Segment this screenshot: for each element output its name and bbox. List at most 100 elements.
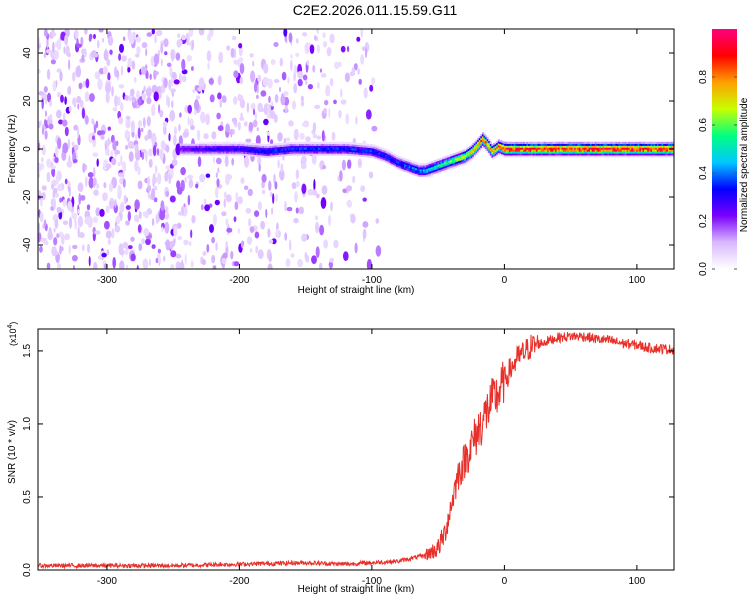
heatmap-cell (262, 145, 265, 148)
heatmap-cell (56, 109, 62, 119)
heatmap-cell (202, 143, 205, 146)
heatmap-cell (295, 151, 298, 154)
heatmap-cell (120, 201, 125, 213)
heatmap-cell (626, 143, 629, 146)
heatmap-cell (501, 140, 504, 143)
heatmap-cell (575, 141, 578, 144)
heatmap-cell (324, 149, 327, 152)
heatmap-cell (311, 153, 314, 156)
heatmap-cell (50, 165, 56, 170)
heatmap-cell (475, 151, 478, 154)
heatmap-cell (617, 141, 620, 144)
heatmap-cell (41, 185, 47, 191)
heatmap-cell (604, 149, 607, 152)
heatmap-cell (462, 161, 465, 164)
heatmap-cell (291, 143, 294, 146)
heatmap-cell (333, 99, 337, 105)
heatmap-cell (158, 104, 161, 114)
heatmap-cell (590, 147, 593, 150)
heatmap-cell (117, 184, 122, 196)
heatmap-cell (645, 145, 648, 148)
heatmap-cell (357, 144, 361, 147)
heatmap-cell (301, 95, 304, 102)
heatmap-cell (526, 151, 529, 154)
heatmap-cell (502, 154, 505, 157)
heatmap-cell (437, 162, 440, 165)
heatmap-cell (570, 141, 574, 144)
heatmap-cell (64, 34, 69, 46)
heatmap-cell (442, 168, 445, 171)
heatmap-cell (287, 153, 291, 156)
heatmap-cell (539, 141, 542, 144)
heatmap-cell (183, 147, 186, 150)
heatmap-cell (547, 155, 550, 158)
heatmap-cell (507, 143, 510, 146)
heatmap-cell (186, 55, 193, 62)
heatmap-cell (459, 150, 462, 153)
heatmap-cell (107, 72, 111, 82)
heatmap-cell (391, 152, 394, 155)
heatmap-cell (596, 145, 599, 148)
heatmap-cell (632, 155, 636, 158)
heatmap-cell (578, 155, 582, 158)
heatmap-cell (505, 147, 508, 150)
heatmap-cell (334, 141, 337, 144)
heatmap-cell (386, 155, 389, 158)
heatmap-cell (206, 147, 209, 150)
heatmap-cell (177, 235, 183, 241)
heatmap-cell (607, 143, 610, 146)
heatmap-cell (585, 153, 588, 156)
heatmap-cell (496, 142, 499, 145)
heatmap-cell (485, 135, 488, 138)
heatmap-cell (383, 150, 386, 153)
heatmap-cell (323, 239, 328, 249)
heatmap-cell (424, 167, 427, 170)
heatmap-cell (367, 153, 370, 156)
heatmap-cell (167, 96, 170, 108)
heatmap-cell (76, 95, 82, 104)
heatmap-cell (597, 149, 601, 152)
heatmap-cell (615, 147, 618, 150)
heatmap-cell (125, 205, 131, 210)
heatmap-cell (343, 143, 346, 146)
heatmap-cell (160, 58, 163, 67)
heatmap-cell (448, 156, 451, 159)
y-tick-label: 0.5 (22, 490, 33, 504)
heatmap-cell (67, 85, 72, 95)
heatmap-cell (334, 151, 337, 154)
heatmap-cell (252, 154, 256, 157)
heatmap-cell (402, 157, 405, 160)
heatmap-cell (470, 152, 473, 155)
heatmap-cell (394, 157, 397, 160)
heatmap-cell (458, 162, 461, 166)
heatmap-cell (256, 143, 259, 146)
heatmap-cell (332, 149, 335, 152)
heatmap-cell (257, 155, 262, 166)
heatmap-cell (489, 143, 492, 146)
heatmap-cell (520, 143, 523, 146)
heatmap-cell (237, 153, 240, 156)
heatmap-cell (631, 153, 634, 156)
heatmap-cell (138, 243, 143, 252)
heatmap-cell (512, 151, 515, 154)
heatmap-cell (254, 150, 257, 153)
heatmap-cell (200, 153, 203, 156)
heatmap-cell (399, 160, 402, 163)
heatmap-cell (583, 147, 586, 150)
heatmap-cell (287, 147, 291, 151)
heatmap-cell (313, 151, 316, 154)
heatmap-cell (310, 143, 313, 146)
heatmap-cell (323, 108, 327, 114)
heatmap-cell (634, 155, 637, 158)
heatmap-cell (184, 253, 187, 266)
heatmap-cell (458, 153, 461, 156)
heatmap-cell (559, 141, 562, 144)
heatmap-cell (373, 148, 376, 151)
heatmap-cell (639, 153, 642, 156)
heatmap-cell (426, 174, 429, 177)
heatmap-cell (122, 241, 129, 249)
heatmap-cell (254, 152, 257, 155)
heatmap-cell (56, 38, 62, 51)
heatmap-cell (117, 162, 121, 167)
heatmap-cell (314, 143, 318, 146)
